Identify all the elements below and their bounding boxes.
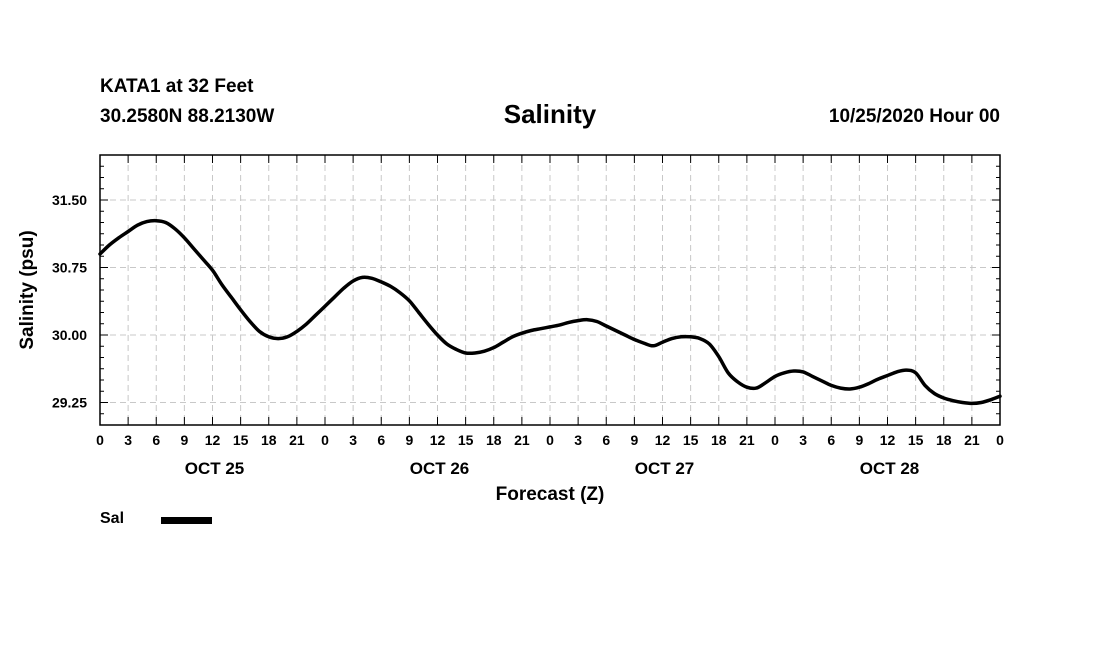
- x-tick-label: 9: [630, 432, 638, 448]
- x-tick-label: 12: [655, 432, 671, 448]
- x-tick-label: 15: [908, 432, 924, 448]
- day-label: OCT 26: [410, 459, 470, 478]
- x-tick-label: 15: [458, 432, 474, 448]
- series-layer: [98, 218, 1002, 406]
- x-tick-label: 12: [880, 432, 896, 448]
- station-coordinates: 30.2580N 88.2130W: [100, 106, 275, 127]
- forecast-timestamp: 10/25/2020 Hour 00: [828, 106, 1000, 127]
- day-label: OCT 25: [185, 459, 245, 478]
- x-tick-label: 0: [321, 432, 329, 448]
- x-tick-label: 18: [261, 432, 277, 448]
- x-tick-label: 6: [152, 432, 160, 448]
- x-tick-label: 9: [855, 432, 863, 448]
- y-axis-label: Salinity (psu): [17, 230, 38, 349]
- x-tick-label: 6: [602, 432, 610, 448]
- x-tick-label: 0: [996, 432, 1004, 448]
- x-tick-label: 3: [574, 432, 582, 448]
- x-tick-label: 3: [124, 432, 132, 448]
- x-tick-label: 21: [964, 432, 980, 448]
- x-tick-label: 3: [349, 432, 357, 448]
- x-axis-label: Forecast (Z): [496, 484, 605, 505]
- x-tick-label: 12: [205, 432, 221, 448]
- x-tick-label: 0: [771, 432, 779, 448]
- x-tick-label: 15: [683, 432, 699, 448]
- axes-layer: 0 3 6 9 12 15 18 21 0 3 6 9 12 15 18 21 0 3 6 9 12 15 18 21 0 3 6 9…: [52, 154, 1004, 478]
- day-label: OCT 28: [860, 459, 920, 478]
- x-tick-label: 12: [430, 432, 446, 448]
- x-tick-label: 9: [180, 432, 188, 448]
- legend-label: Sal: [100, 510, 125, 527]
- x-tick-label: 18: [711, 432, 727, 448]
- station-label: KATA1 at 32 Feet: [100, 76, 254, 97]
- day-label: OCT 27: [635, 459, 695, 478]
- x-tick-label: 9: [405, 432, 413, 448]
- y-tick-label: 31.50: [52, 192, 87, 208]
- x-tick-label: 18: [486, 432, 502, 448]
- y-tick-label: 30.00: [52, 327, 87, 343]
- x-tick-label: 15: [233, 432, 249, 448]
- x-tick-label: 21: [289, 432, 305, 448]
- x-tick-label: 6: [377, 432, 385, 448]
- x-tick-label: 21: [739, 432, 755, 448]
- series-line-sal: [98, 218, 1002, 406]
- x-tick-label: 21: [514, 432, 530, 448]
- y-tick-label: 29.25: [52, 395, 87, 411]
- legend-line-swatch: [161, 517, 212, 524]
- x-tick-label: 6: [827, 432, 835, 448]
- x-tick-label: 0: [96, 432, 104, 448]
- x-tick-label: 3: [799, 432, 807, 448]
- chart-title: Salinity: [503, 99, 597, 129]
- grid-lines: [100, 155, 1000, 425]
- x-tick-label: 18: [936, 432, 952, 448]
- y-tick-label: 30.75: [52, 260, 87, 276]
- x-tick-label: 0: [546, 432, 554, 448]
